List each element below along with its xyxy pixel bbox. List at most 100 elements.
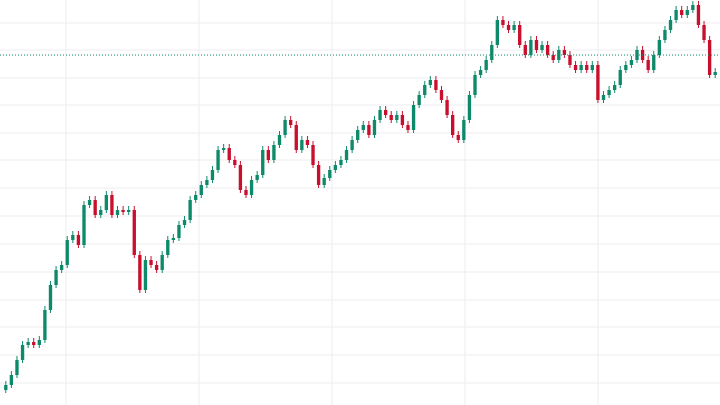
candle-body: [579, 65, 583, 70]
candle-body: [138, 255, 142, 290]
candle-body: [110, 195, 114, 215]
candle-body: [562, 50, 567, 55]
candle-body: [400, 115, 405, 125]
candle-body: [76, 235, 81, 245]
candle-body: [462, 120, 466, 140]
candle-body: [601, 95, 606, 100]
candle-body: [523, 45, 527, 55]
candle-body: [423, 85, 427, 95]
candle-body: [495, 20, 500, 45]
candle-body: [328, 170, 332, 178]
candle-body: [624, 65, 628, 70]
candle-body: [350, 140, 354, 150]
candle-body: [43, 310, 47, 340]
candle-body: [322, 178, 326, 185]
candle-body: [82, 205, 86, 245]
candle-body: [182, 220, 187, 225]
candle-body: [233, 160, 237, 165]
candle-body: [339, 160, 343, 165]
candle-body: [696, 5, 701, 25]
candle-body: [702, 25, 706, 40]
candle-body: [367, 125, 371, 135]
candle-body: [590, 65, 594, 70]
candle-body: [361, 125, 365, 130]
candle-body: [445, 100, 449, 115]
candle-body: [568, 55, 572, 65]
candle-body: [372, 120, 377, 135]
candle-body: [166, 240, 170, 255]
candle-body: [210, 170, 215, 180]
candle-body: [59, 265, 64, 270]
candle-body: [333, 165, 338, 170]
candle-body: [255, 175, 259, 180]
candle-body: [9, 375, 14, 385]
candle-body: [551, 55, 555, 60]
candle-body: [478, 70, 483, 75]
candle-body: [356, 130, 360, 140]
candle-body: [540, 45, 544, 50]
candle-body: [450, 115, 455, 135]
candle-body: [652, 55, 656, 70]
candle-body: [691, 5, 695, 10]
candle-body: [216, 150, 220, 170]
candle-body: [344, 150, 349, 160]
candle-body: [612, 85, 617, 90]
candle-body: [411, 105, 416, 130]
candle-body: [87, 200, 92, 205]
candle-body: [467, 95, 472, 120]
candle-body: [177, 225, 181, 238]
candle-body: [501, 20, 505, 25]
candle-body: [646, 60, 650, 70]
candle-body: [305, 140, 310, 145]
candle-body: [506, 25, 511, 30]
candle-body: [4, 385, 8, 390]
candle-body: [473, 75, 477, 95]
candle-body: [383, 110, 388, 115]
candle-body: [573, 65, 578, 70]
candle-body: [707, 40, 712, 75]
candle-body: [54, 270, 58, 285]
candle-body: [104, 195, 109, 210]
candle-body: [48, 285, 53, 310]
candle-body: [713, 72, 717, 75]
candle-body: [154, 265, 159, 270]
candle-body: [417, 95, 421, 105]
candle-body: [618, 70, 622, 85]
candle-body: [238, 165, 243, 190]
candle-body: [26, 342, 30, 345]
candle-body: [534, 40, 539, 50]
vertical-grid: [65, 0, 599, 405]
candle-body: [294, 125, 298, 150]
candle-body: [585, 65, 589, 70]
candle-body: [249, 180, 254, 195]
candle-body: [171, 238, 176, 240]
candle-body: [680, 10, 684, 15]
candle-body: [199, 185, 203, 195]
candle-body: [71, 235, 75, 240]
candle-body: [188, 200, 192, 220]
candle-body: [127, 210, 131, 212]
candle-body: [99, 210, 103, 215]
candle-body: [277, 135, 282, 145]
candle-body: [607, 90, 611, 95]
candle-body: [37, 340, 41, 345]
candle-body: [205, 180, 209, 185]
candle-body: [121, 210, 125, 212]
candle-body: [149, 260, 153, 265]
candle-body: [512, 25, 516, 30]
candle-body: [596, 65, 600, 100]
candle-body: [657, 40, 662, 55]
candle-body: [456, 135, 460, 140]
candle-body: [32, 342, 36, 345]
candle-body: [15, 360, 19, 375]
candle-body: [529, 40, 533, 55]
candle-body: [685, 10, 689, 15]
candle-body: [428, 80, 432, 85]
candle-body: [65, 240, 69, 265]
candle-body: [434, 80, 438, 90]
candle-body: [663, 30, 667, 40]
candle-body: [261, 150, 265, 175]
candle-body: [160, 255, 164, 270]
